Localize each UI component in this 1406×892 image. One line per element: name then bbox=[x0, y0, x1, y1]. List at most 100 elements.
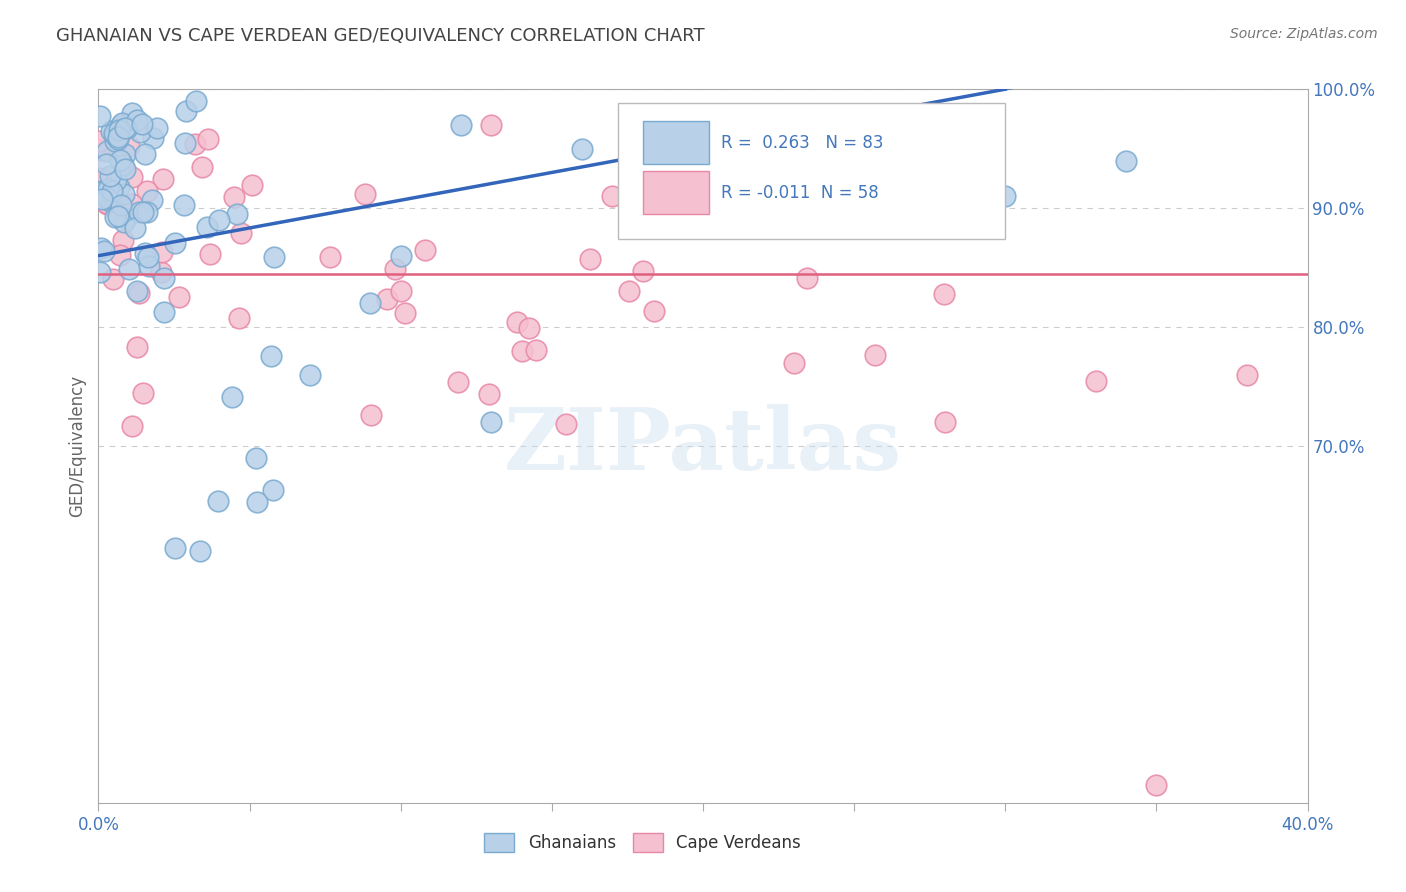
Point bbox=[110, 118, 132, 132]
Point bbox=[107, 130, 129, 145]
Point bbox=[138, 260, 160, 274]
Point bbox=[96, 197, 118, 211]
Point bbox=[90, 241, 112, 255]
Point bbox=[90, 185, 112, 199]
Point bbox=[481, 118, 503, 132]
Point bbox=[415, 243, 437, 257]
Point bbox=[141, 193, 163, 207]
Point bbox=[103, 127, 125, 141]
Point bbox=[127, 112, 149, 127]
Point bbox=[165, 236, 187, 251]
FancyBboxPatch shape bbox=[643, 121, 709, 164]
Point bbox=[128, 204, 150, 219]
Point bbox=[112, 215, 135, 229]
Point bbox=[136, 204, 159, 219]
Point bbox=[118, 261, 141, 276]
Point bbox=[90, 192, 112, 206]
Point bbox=[138, 251, 160, 265]
Point bbox=[510, 343, 533, 358]
Point bbox=[94, 156, 117, 170]
Point bbox=[394, 306, 416, 320]
Point bbox=[96, 144, 118, 158]
Point bbox=[208, 213, 231, 227]
Point bbox=[97, 182, 120, 196]
Point bbox=[110, 153, 132, 167]
Point bbox=[389, 249, 412, 263]
Point bbox=[191, 160, 214, 174]
Point bbox=[89, 109, 111, 123]
Point bbox=[104, 128, 127, 142]
FancyBboxPatch shape bbox=[619, 103, 1005, 239]
Point bbox=[260, 349, 283, 363]
Point bbox=[517, 321, 540, 335]
Point bbox=[103, 272, 125, 286]
Point bbox=[121, 169, 143, 184]
Point bbox=[150, 265, 173, 279]
Point bbox=[146, 120, 169, 135]
Point bbox=[524, 343, 547, 358]
Point bbox=[117, 120, 139, 135]
Point bbox=[224, 190, 246, 204]
Point bbox=[111, 116, 134, 130]
Point bbox=[96, 191, 118, 205]
Point bbox=[89, 265, 111, 279]
Point bbox=[152, 172, 174, 186]
Text: GHANAIAN VS CAPE VERDEAN GED/EQUIVALENCY CORRELATION CHART: GHANAIAN VS CAPE VERDEAN GED/EQUIVALENCY… bbox=[56, 27, 704, 45]
Point bbox=[131, 117, 153, 131]
Point bbox=[1115, 153, 1137, 168]
Point bbox=[723, 165, 745, 179]
Point bbox=[994, 189, 1017, 203]
Point bbox=[125, 284, 148, 298]
Point bbox=[643, 304, 665, 318]
Point bbox=[93, 244, 115, 259]
Point bbox=[124, 221, 146, 235]
Point bbox=[360, 296, 382, 310]
Point bbox=[865, 348, 887, 362]
Point bbox=[114, 147, 136, 161]
Point bbox=[107, 123, 129, 137]
Point bbox=[481, 415, 503, 429]
Y-axis label: GED/Equivalency: GED/Equivalency bbox=[69, 375, 87, 517]
Text: R = -0.011  N = 58: R = -0.011 N = 58 bbox=[721, 184, 879, 202]
Point bbox=[245, 450, 267, 465]
Point bbox=[198, 247, 221, 261]
Point bbox=[121, 106, 143, 120]
Text: R =  0.263   N = 83: R = 0.263 N = 83 bbox=[721, 134, 883, 152]
Point bbox=[173, 198, 195, 212]
Point bbox=[1236, 368, 1258, 382]
Point bbox=[602, 189, 624, 203]
Point bbox=[89, 134, 111, 148]
Point bbox=[197, 131, 219, 145]
Point bbox=[447, 375, 470, 389]
Point bbox=[89, 171, 111, 186]
Point bbox=[132, 386, 155, 401]
Point bbox=[617, 284, 640, 298]
Point bbox=[153, 305, 176, 319]
Point bbox=[114, 161, 136, 176]
Point bbox=[221, 390, 243, 404]
Point bbox=[384, 261, 406, 276]
Point bbox=[299, 368, 322, 382]
Point bbox=[207, 494, 229, 508]
Point bbox=[633, 264, 655, 278]
Point bbox=[228, 311, 250, 326]
Point bbox=[89, 143, 111, 157]
Point bbox=[98, 194, 121, 208]
Point bbox=[107, 209, 129, 223]
Point bbox=[246, 495, 269, 509]
Point bbox=[195, 219, 218, 234]
Point bbox=[184, 137, 207, 152]
Point bbox=[100, 124, 122, 138]
Point bbox=[319, 251, 342, 265]
Point bbox=[101, 185, 124, 199]
Point bbox=[225, 207, 247, 221]
Point bbox=[783, 356, 806, 370]
Point bbox=[134, 146, 156, 161]
Point bbox=[184, 94, 207, 108]
Point bbox=[121, 197, 143, 211]
Point bbox=[111, 233, 134, 247]
Point bbox=[91, 188, 114, 202]
Point bbox=[150, 245, 173, 260]
Point bbox=[128, 125, 150, 139]
Legend: Ghanaians, Cape Verdeans: Ghanaians, Cape Verdeans bbox=[478, 827, 807, 859]
